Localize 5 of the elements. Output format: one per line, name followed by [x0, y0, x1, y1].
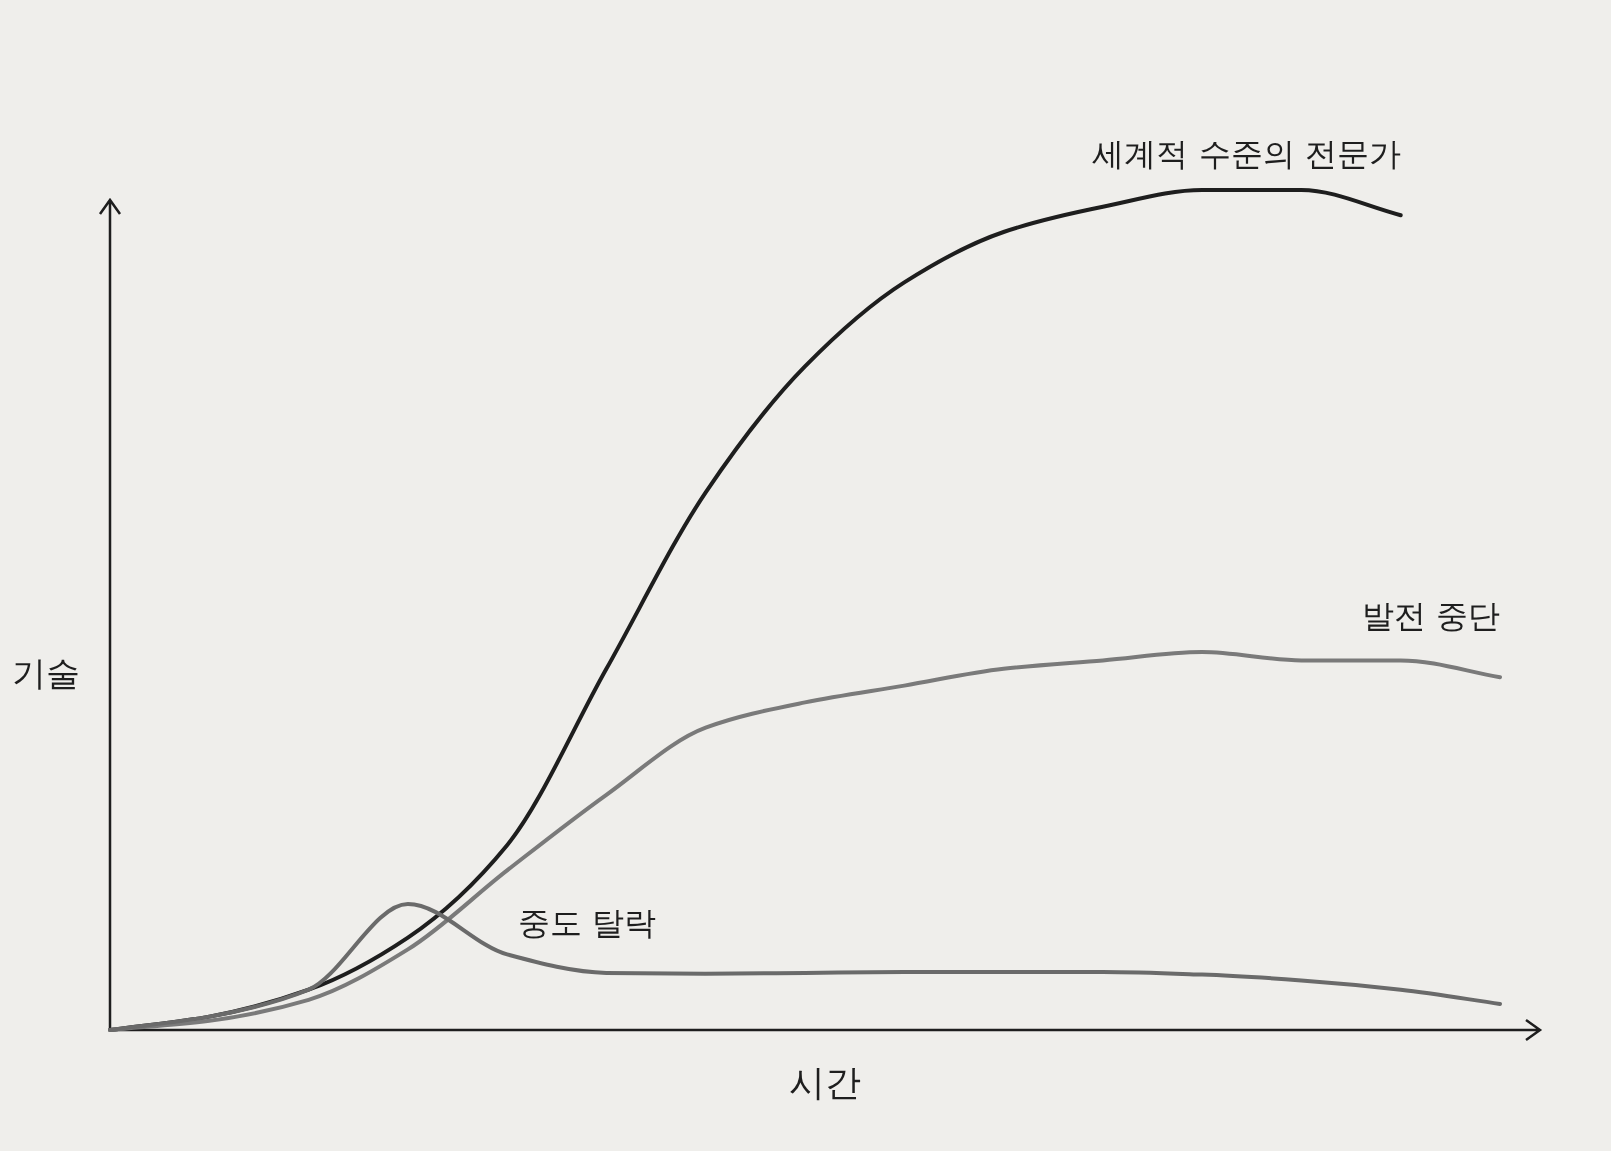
series-label: 중도 탈락 — [517, 904, 657, 942]
x-axis-title: 시간 — [789, 1062, 861, 1103]
y-axis-title: 기술 — [12, 653, 80, 693]
series-label: 발전 중단 — [1361, 597, 1500, 636]
series-label: 세계적 수준의 전문가 — [1092, 135, 1401, 174]
